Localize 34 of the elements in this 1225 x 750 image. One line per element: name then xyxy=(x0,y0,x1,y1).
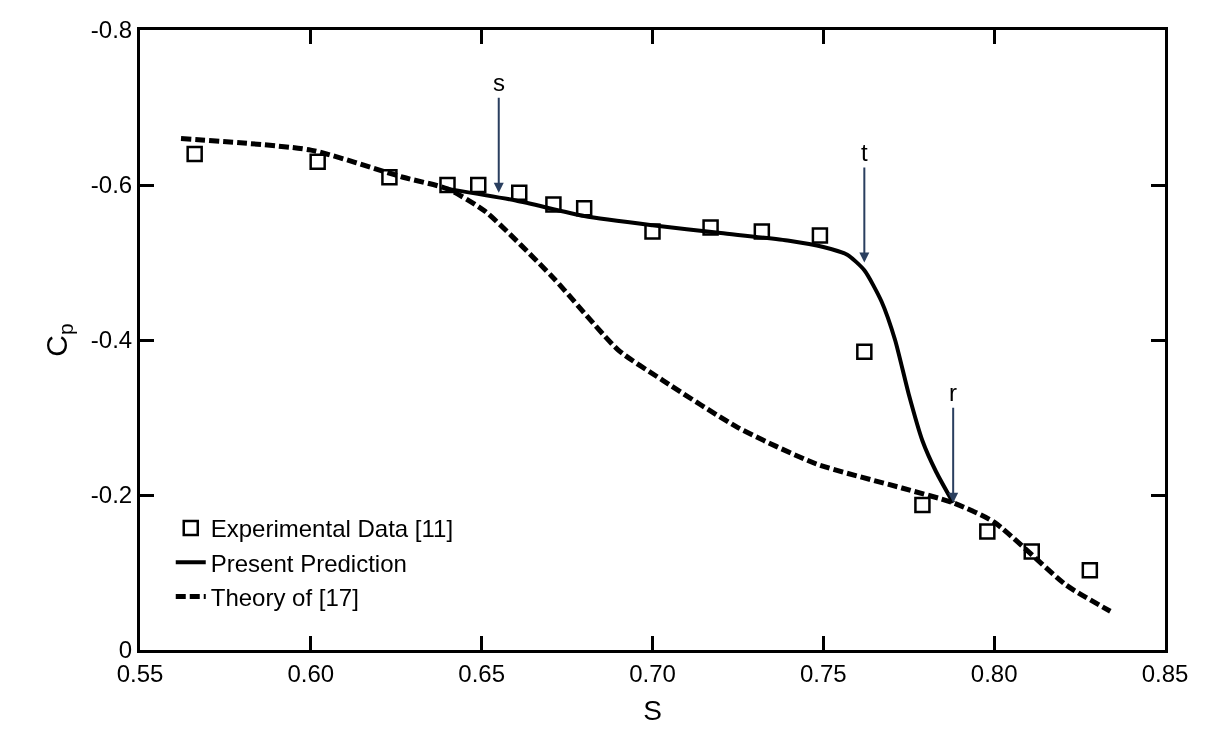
point xyxy=(545,196,562,213)
x-tick-label: 0.65 xyxy=(458,659,506,687)
x-axis-title: S xyxy=(643,694,662,726)
point xyxy=(1081,561,1099,579)
point xyxy=(753,223,771,240)
y-tick-label: -0.2 xyxy=(90,481,133,509)
x-tick-label: 0.70 xyxy=(629,659,676,687)
point xyxy=(1023,543,1040,560)
point xyxy=(702,219,719,236)
x-tick-label: 0.85 xyxy=(1141,659,1189,687)
x-tick-label: 0.60 xyxy=(287,659,335,687)
point xyxy=(979,523,996,540)
y-tick-label: -0.4 xyxy=(90,326,133,354)
legend-label: Present Prediction xyxy=(210,549,407,577)
legend-label: Experimental Data [11] xyxy=(210,515,454,543)
point xyxy=(575,200,593,217)
point xyxy=(186,145,203,163)
point xyxy=(811,227,829,244)
y-tick-label: -0.6 xyxy=(90,171,133,199)
point xyxy=(914,496,931,514)
point xyxy=(470,176,487,194)
y-tick-label: -0.8 xyxy=(90,16,133,44)
x-tick-label: 0.80 xyxy=(970,659,1018,687)
point xyxy=(644,223,661,240)
point xyxy=(381,169,398,186)
x-tick-label: 0.75 xyxy=(799,659,847,687)
annotation: s xyxy=(493,69,505,96)
annotation: t xyxy=(861,139,868,166)
annotation: r xyxy=(949,379,957,406)
point xyxy=(439,176,456,194)
point xyxy=(309,153,326,170)
point xyxy=(511,184,528,201)
point xyxy=(856,343,873,360)
legend-label: Theory of [17] xyxy=(210,583,359,611)
